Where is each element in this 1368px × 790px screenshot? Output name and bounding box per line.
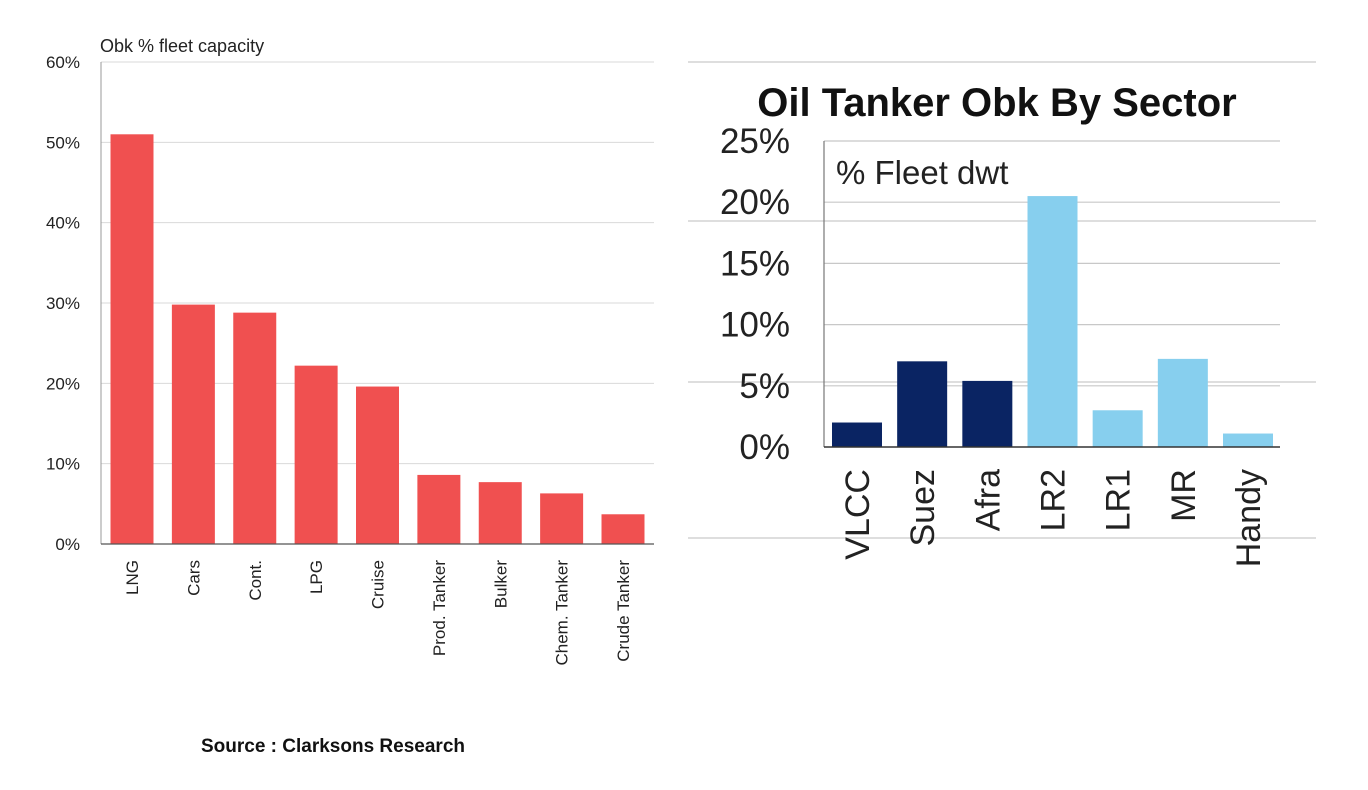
left-category-label: Prod. Tanker xyxy=(430,560,449,656)
left-bar-crude-tanker xyxy=(601,514,645,544)
fleet-orderbook-chart: 0% 10% 20% 30% 40% 50% 60% LNG Cars Cont. LPG Crui… xyxy=(46,36,654,757)
right-bar-handy xyxy=(1223,433,1273,447)
left-category-label: Bulker xyxy=(491,560,510,609)
right-category-label: VLCC xyxy=(839,469,877,560)
left-bars xyxy=(110,134,645,545)
left-y-tick-label: 30% xyxy=(46,294,80,313)
right-bar-suez xyxy=(897,361,948,447)
right-category-label: Afra xyxy=(969,469,1007,531)
right-bar-lr2 xyxy=(1027,196,1078,447)
oil-tanker-orderbook-chart: 0% 5% 10% 15% 20% 25% VLCC Suez Afra LR2 LR1 MR Han… xyxy=(688,61,1316,567)
left-bar-chem-tanker xyxy=(540,493,584,544)
left-category-label: Chem. Tanker xyxy=(553,560,572,666)
left-bar-lpg xyxy=(294,365,338,544)
left-category-label: LPG xyxy=(307,560,326,594)
right-category-label: MR xyxy=(1165,469,1203,522)
left-category-label: Crude Tanker xyxy=(614,560,633,662)
left-bar-cruise xyxy=(356,386,399,544)
right-bar-vlcc xyxy=(832,422,882,447)
right-bar-mr xyxy=(1157,358,1208,447)
left-bar-cont xyxy=(233,312,277,544)
right-category-label: LR2 xyxy=(1035,469,1073,531)
right-bars xyxy=(832,196,1273,447)
right-chart-title: Oil Tanker Obk By Sector xyxy=(757,81,1236,125)
left-bar-prod-tanker xyxy=(417,474,461,544)
right-y-tick-label: 15% xyxy=(720,244,790,283)
right-bar-afra xyxy=(962,380,1013,447)
left-y-tick-label: 50% xyxy=(46,133,80,152)
left-bar-bulker xyxy=(478,482,522,544)
right-y-tick-label: 5% xyxy=(739,367,790,406)
source-note: Source : Clarksons Research xyxy=(201,736,465,757)
left-y-tick-label: 0% xyxy=(55,535,80,554)
left-category-label: LNG xyxy=(123,560,142,595)
right-category-label: LR1 xyxy=(1100,469,1138,531)
left-y-tick-labels: 0% 10% 20% 30% 40% 50% 60% xyxy=(46,53,80,554)
right-bar-lr1 xyxy=(1092,410,1143,447)
left-bar-lng xyxy=(110,134,154,545)
right-y-axis-label: % Fleet dwt xyxy=(836,154,1008,191)
right-category-label: Handy xyxy=(1230,469,1268,567)
left-y-tick-label: 40% xyxy=(46,214,80,233)
right-y-tick-labels: 0% 5% 10% 15% 20% 25% xyxy=(720,122,790,467)
right-y-tick-label: 20% xyxy=(720,183,790,222)
left-category-label: Cruise xyxy=(369,560,388,609)
right-category-labels: VLCC Suez Afra LR2 LR1 MR Handy xyxy=(839,469,1268,567)
left-category-label: Cont. xyxy=(246,560,265,601)
left-category-labels: LNG Cars Cont. LPG Cruise Prod. Tanker Bulker C… xyxy=(123,560,633,666)
right-y-tick-label: 0% xyxy=(739,428,790,467)
right-y-tick-label: 25% xyxy=(720,122,790,161)
left-y-axis-label: Obk % fleet capacity xyxy=(100,36,264,56)
right-y-tick-label: 10% xyxy=(720,306,790,345)
left-y-tick-label: 10% xyxy=(46,455,80,474)
left-bar-cars xyxy=(171,304,215,544)
right-category-label: Suez xyxy=(904,469,942,547)
right-background-lines xyxy=(688,61,1316,539)
left-y-tick-label: 60% xyxy=(46,53,80,72)
left-y-tick-label: 20% xyxy=(46,374,80,393)
left-category-label: Cars xyxy=(184,560,203,596)
